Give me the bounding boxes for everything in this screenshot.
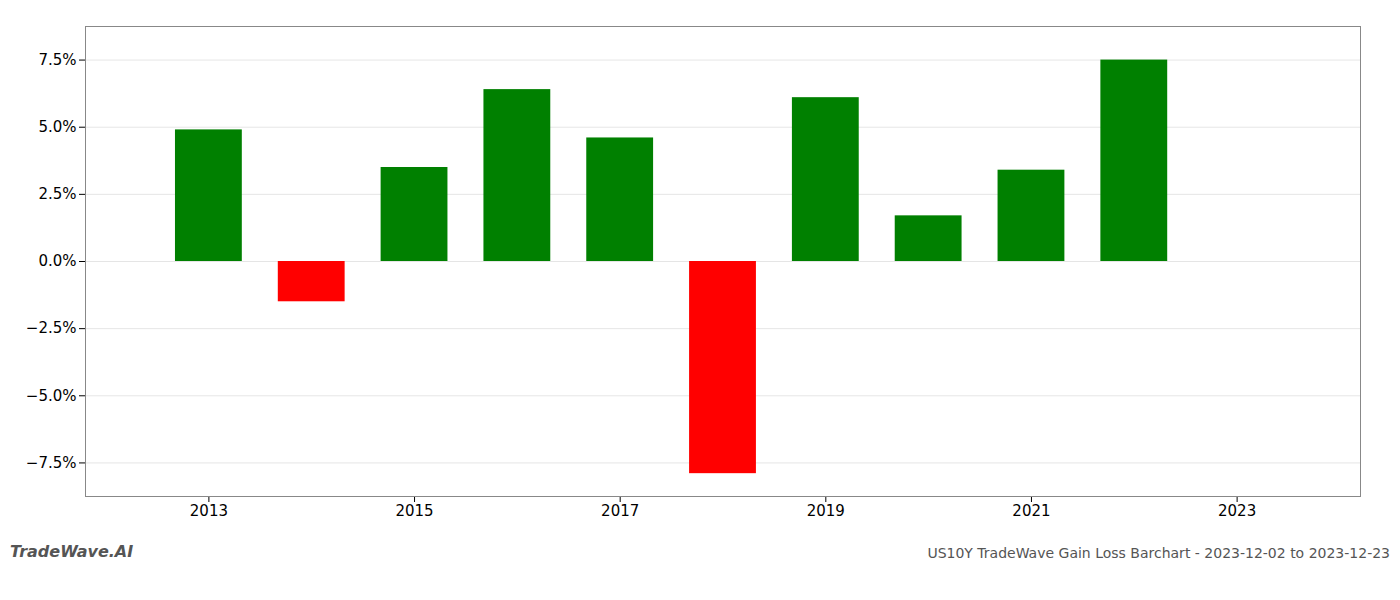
svg-text:2019: 2019 (807, 502, 845, 520)
svg-text:2021: 2021 (1012, 502, 1050, 520)
svg-text:2015: 2015 (395, 502, 433, 520)
html-text:US10Y TradeWave Gain Loss Barc: US10Y TradeWave Gain Loss Barchart - 202… (927, 545, 1390, 561)
svg-text:−2.5%: −2.5% (26, 319, 77, 337)
svg-text:2.5%: 2.5% (38, 185, 76, 203)
svg-text:0.0%: 0.0% (38, 252, 76, 270)
svg-text:−5.0%: −5.0% (26, 387, 77, 405)
svg-text:5.0%: 5.0% (38, 118, 76, 136)
html-text:TradeWave.AI: TradeWave.AI (10, 542, 134, 561)
svg-text:2017: 2017 (601, 502, 639, 520)
svg-text:7.5%: 7.5% (38, 51, 76, 69)
svg-text:2023: 2023 (1218, 502, 1256, 520)
svg-text:2013: 2013 (190, 502, 228, 520)
svg-text:−7.5%: −7.5% (26, 454, 77, 472)
